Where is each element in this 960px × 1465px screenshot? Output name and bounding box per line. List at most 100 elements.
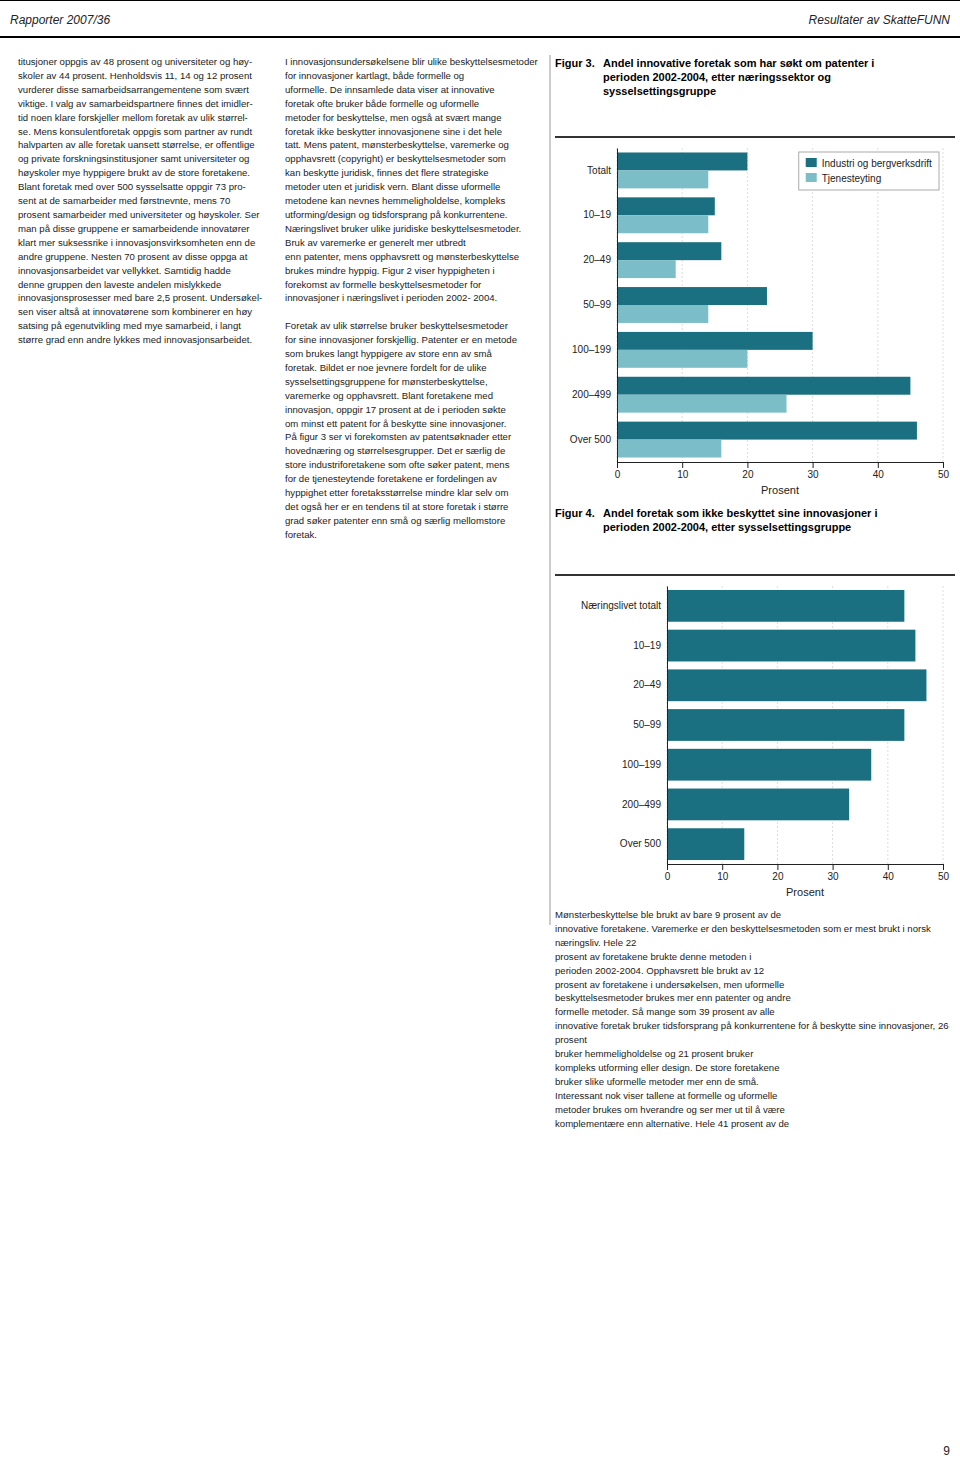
bar — [667, 630, 915, 662]
tick-label: 0 — [615, 469, 621, 480]
bar — [617, 332, 813, 350]
text-column: titusjoner oppgis av 48 prosent og unive… — [18, 55, 272, 347]
grid-line — [877, 148, 878, 462]
bar — [617, 260, 676, 278]
bar — [617, 197, 715, 215]
tick-mark — [777, 864, 778, 870]
tick: 30 — [828, 864, 840, 882]
category-label: Totalt — [587, 165, 611, 176]
category-label: 10–19 — [583, 209, 611, 220]
category-tick: 50–99 — [583, 299, 611, 310]
tick: 20 — [772, 864, 784, 882]
category-tick: Næringslivet totalt — [581, 600, 661, 611]
legend: Industri og bergverksdrift Tjenesteyting — [799, 152, 939, 190]
tick-label: 40 — [873, 469, 885, 480]
category-tick: 200–499 — [622, 799, 661, 810]
bar — [617, 305, 708, 323]
tick: 50 — [938, 462, 950, 480]
axis-line — [667, 587, 668, 865]
bar — [617, 422, 917, 440]
tick-label: 50 — [938, 469, 950, 480]
title-separator — [555, 136, 955, 138]
tick-mark — [667, 864, 668, 870]
tick-label: 20 — [742, 469, 754, 480]
tick-label: 10 — [677, 469, 689, 480]
category-label: 20–49 — [633, 679, 661, 690]
category-label: 200–499 — [622, 799, 661, 810]
tick-mark — [747, 462, 748, 468]
x-axis: 0 10 20 30 40 50 — [615, 462, 950, 480]
page-header: Rapporter 2007/36Resultater av SkatteFUN… — [0, 0, 960, 38]
tick-label: 0 — [665, 871, 671, 882]
category-label: 100–199 — [572, 344, 611, 355]
bar — [617, 170, 708, 188]
axis-line — [617, 149, 618, 463]
legend-item: Industri og bergverksdrift — [806, 158, 932, 169]
category-label: Over 500 — [570, 434, 612, 445]
tick: 50 — [938, 864, 950, 882]
grid-line — [617, 148, 618, 462]
tick-mark — [813, 462, 814, 468]
legend-item: Tjenesteyting — [806, 173, 881, 184]
tick: 40 — [873, 462, 885, 480]
chart-title-block: Figur 4.Andel foretak som ikke beskyttet… — [555, 505, 955, 576]
legend-swatch — [806, 173, 817, 182]
bar — [617, 287, 767, 305]
legend-label: Industri og bergverksdrift — [822, 158, 932, 169]
category-tick: Over 500 — [620, 838, 662, 849]
tick-mark — [617, 462, 618, 468]
category-tick: 50–99 — [633, 719, 661, 730]
bar — [667, 590, 904, 622]
tick-label: 50 — [938, 871, 950, 882]
page-number: 9 — [943, 1444, 950, 1458]
category-tick: 200–499 — [572, 389, 611, 400]
tick-label: 30 — [828, 871, 840, 882]
tick-mark — [888, 864, 889, 870]
category-label: 10–19 — [633, 640, 661, 651]
x-axis-title: Prosent — [761, 484, 799, 496]
tick: 10 — [677, 462, 689, 480]
tick-mark — [722, 864, 723, 870]
category-label: 50–99 — [633, 719, 661, 730]
category-tick: 10–19 — [583, 209, 611, 220]
category-tick: Over 500 — [570, 434, 612, 445]
x-axis: 01020304050 — [665, 864, 950, 882]
tick-mark — [943, 462, 944, 468]
column-separator — [549, 55, 551, 925]
text-column: Mønsterbeskyttelse ble brukt av bare 9 p… — [555, 908, 950, 1131]
title-separator — [555, 574, 955, 576]
bar — [667, 749, 871, 781]
legend-swatch — [806, 158, 817, 167]
bar — [617, 242, 721, 260]
category-tick: Totalt — [587, 165, 611, 176]
tick-label: 20 — [772, 871, 784, 882]
tick-label: 30 — [808, 469, 820, 480]
tick-label: 10 — [717, 871, 729, 882]
category-label: 50–99 — [583, 299, 611, 310]
bar — [667, 828, 744, 860]
category-label: 200–499 — [572, 389, 611, 400]
chart-title: Figur 4. — [555, 507, 595, 519]
header-right: Resultater av SkatteFUNN — [809, 13, 950, 27]
tick: 10 — [717, 864, 729, 882]
grid-line — [667, 586, 668, 864]
category-tick: 20–49 — [583, 254, 611, 265]
y-axis: Næringslivet totalt10–1920–4950–99100–19… — [581, 587, 668, 865]
legend-label: Tjenesteyting — [822, 173, 881, 184]
axis-line — [618, 463, 944, 469]
bar — [617, 440, 721, 458]
chart-title-block: Figur 3.Andel innovative foretak som har… — [555, 55, 955, 138]
category-label: Næringslivet totalt — [581, 600, 661, 611]
category-label: Over 500 — [620, 838, 662, 849]
tick: 0 — [615, 462, 621, 480]
bar — [667, 709, 904, 741]
bar — [617, 152, 747, 170]
category-label: 20–49 — [583, 254, 611, 265]
tick: 20 — [742, 462, 754, 480]
category-tick: 20–49 — [633, 679, 661, 690]
tick-mark — [682, 462, 683, 468]
bar — [617, 350, 747, 368]
bar — [667, 669, 926, 701]
category-tick: 10–19 — [633, 640, 661, 651]
bar — [617, 395, 787, 413]
